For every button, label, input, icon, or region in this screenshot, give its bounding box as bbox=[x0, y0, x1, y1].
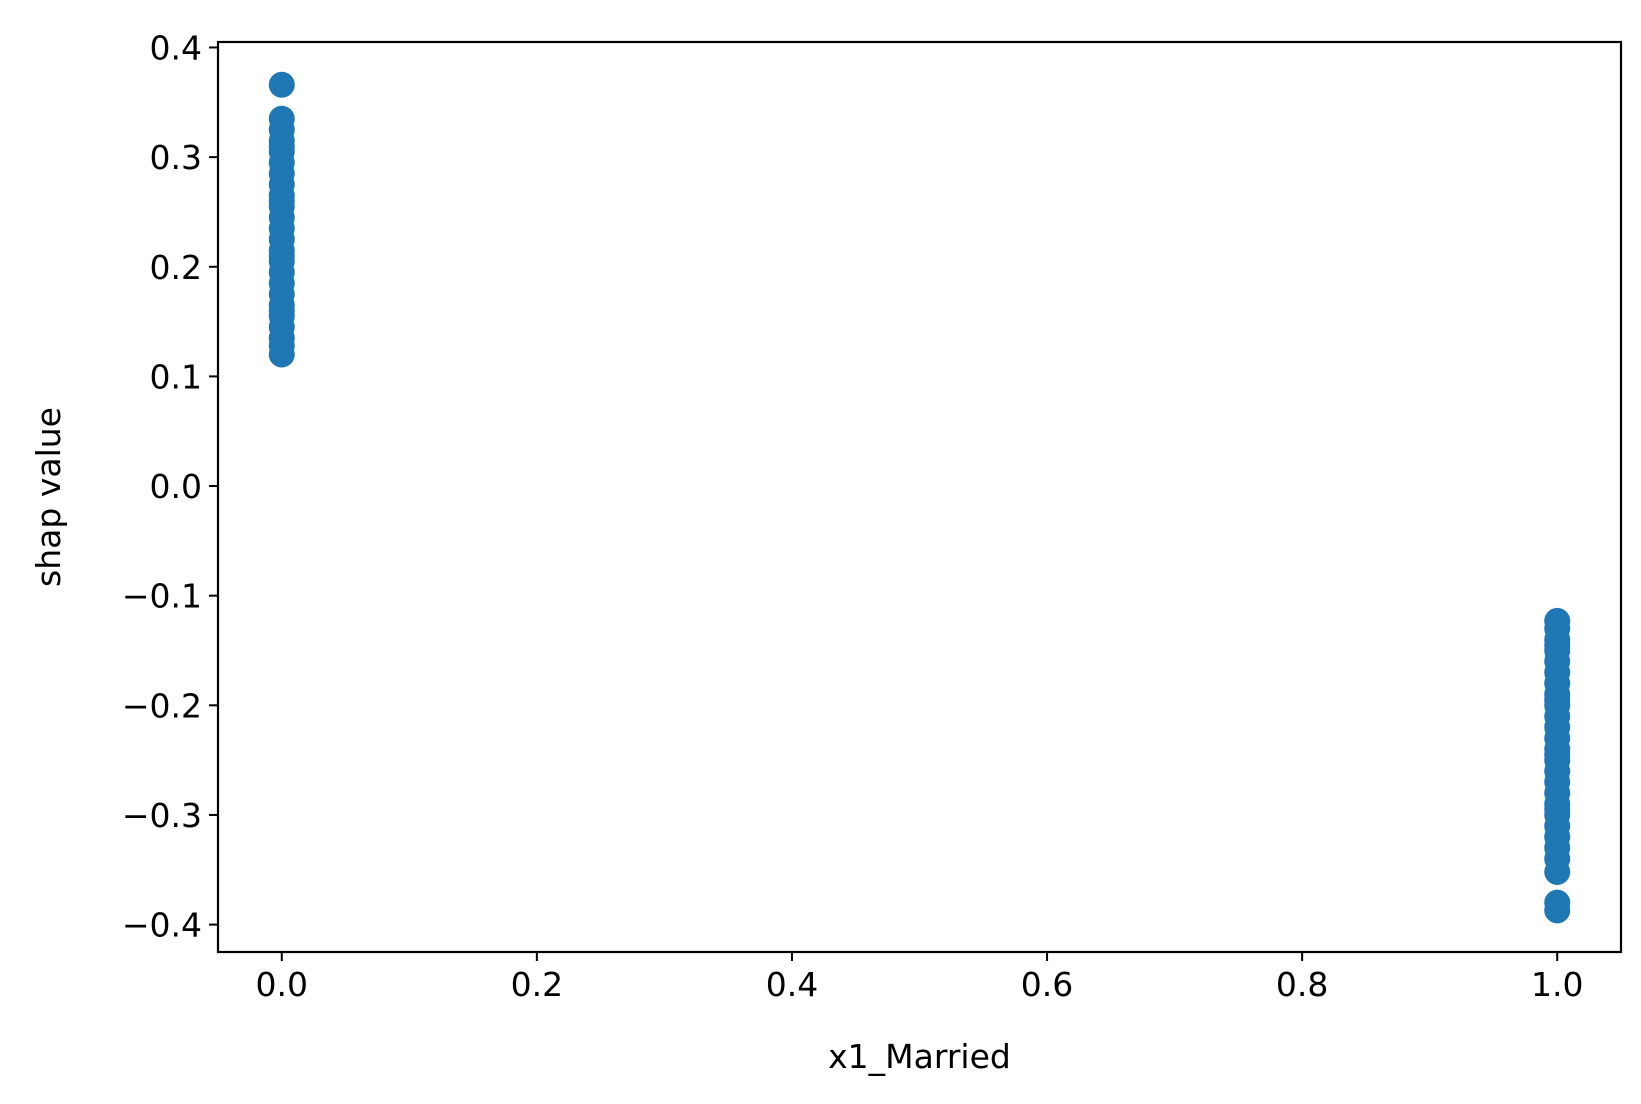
x-tick-label: 0.8 bbox=[1276, 965, 1328, 1004]
x-tick-label: 0.6 bbox=[1021, 965, 1073, 1004]
data-point bbox=[268, 133, 295, 160]
y-tick-label: 0.1 bbox=[150, 357, 202, 396]
data-point bbox=[1544, 897, 1571, 924]
y-tick-label: 0.4 bbox=[150, 28, 202, 67]
y-tick-label: −0.1 bbox=[122, 577, 202, 616]
y-tick-label: −0.3 bbox=[122, 796, 202, 835]
data-point bbox=[1544, 686, 1571, 713]
y-tick-label: 0.3 bbox=[150, 138, 202, 177]
data-point bbox=[1544, 796, 1571, 823]
x-tick-label: 1.0 bbox=[1531, 965, 1583, 1004]
x-tick-label: 0.4 bbox=[766, 965, 818, 1004]
x-tick-label: 0.2 bbox=[511, 965, 563, 1004]
plot-area bbox=[218, 42, 1621, 952]
x-axis-label: x1_Married bbox=[828, 1037, 1011, 1076]
data-point bbox=[1544, 632, 1571, 659]
y-tick-label: −0.2 bbox=[122, 686, 202, 725]
data-point bbox=[268, 187, 295, 214]
axes-frame bbox=[216, 40, 1623, 954]
x-tick-label: 0.0 bbox=[256, 965, 308, 1004]
axis-ticks: 0.0 0.2 0.4 0.6 0.8 1.0 −0.4 −0.3 −0.2 −0.1 0.0 0.1… bbox=[122, 28, 1584, 1004]
data-point bbox=[268, 341, 295, 368]
y-tick-label: −0.4 bbox=[122, 906, 202, 945]
data-points bbox=[268, 71, 1571, 924]
data-point bbox=[1544, 741, 1571, 768]
y-tick-label: 0.2 bbox=[150, 248, 202, 287]
data-point bbox=[268, 242, 295, 269]
data-point bbox=[1544, 858, 1571, 885]
data-point bbox=[268, 71, 295, 98]
y-tick-label: 0.0 bbox=[150, 467, 202, 506]
y-axis-label: shap value bbox=[29, 407, 68, 587]
data-point bbox=[268, 297, 295, 324]
